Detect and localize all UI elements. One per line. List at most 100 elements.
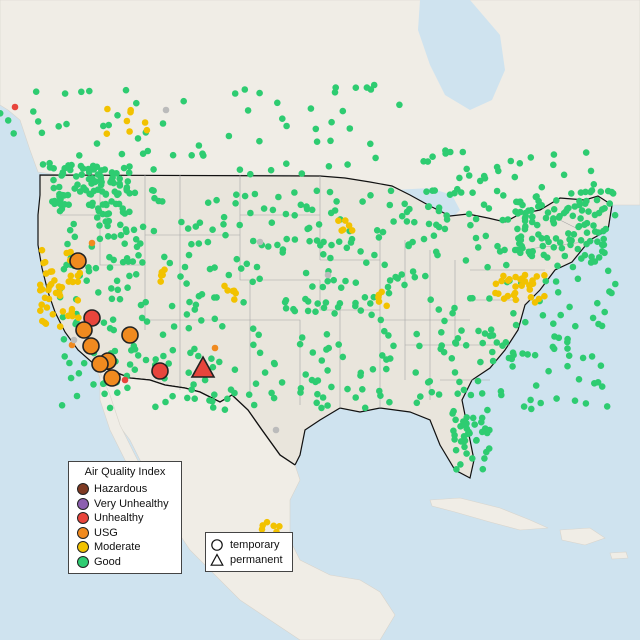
station-dot[interactable]: [302, 371, 310, 378]
station-dot[interactable]: [588, 253, 595, 261]
station-dot[interactable]: [320, 304, 328, 312]
station-dot[interactable]: [512, 283, 519, 290]
station-dot[interactable]: [75, 370, 83, 377]
station-dot[interactable]: [211, 344, 219, 352]
station-dot[interactable]: [134, 135, 142, 142]
station-dot[interactable]: [441, 317, 448, 325]
station-dot[interactable]: [532, 382, 540, 389]
station-dot[interactable]: [253, 263, 261, 271]
station-dot[interactable]: [587, 259, 595, 266]
station-dot[interactable]: [211, 294, 218, 301]
station-dot[interactable]: [524, 351, 531, 358]
station-dot[interactable]: [593, 196, 601, 204]
temporary-monitor-marker[interactable]: [75, 321, 93, 339]
station-dot[interactable]: [361, 294, 369, 301]
station-dot[interactable]: [577, 215, 584, 222]
station-dot[interactable]: [581, 221, 588, 228]
station-dot[interactable]: [114, 286, 122, 294]
station-dot[interactable]: [385, 332, 392, 339]
station-dot[interactable]: [583, 229, 591, 236]
station-dot[interactable]: [91, 178, 98, 186]
station-dot[interactable]: [51, 200, 58, 208]
station-dot[interactable]: [131, 189, 139, 197]
station-dot[interactable]: [493, 339, 501, 346]
station-dot[interactable]: [150, 227, 158, 235]
station-dot[interactable]: [324, 277, 332, 285]
station-dot[interactable]: [85, 165, 92, 173]
station-dot[interactable]: [494, 242, 501, 250]
station-dot[interactable]: [291, 189, 298, 196]
station-dot[interactable]: [595, 229, 602, 236]
station-dot[interactable]: [398, 271, 406, 278]
station-dot[interactable]: [307, 105, 315, 112]
station-dot[interactable]: [170, 323, 178, 330]
station-dot[interactable]: [435, 223, 443, 231]
station-dot[interactable]: [221, 406, 229, 414]
station-dot[interactable]: [188, 240, 195, 248]
station-dot[interactable]: [38, 129, 46, 137]
station-dot[interactable]: [100, 122, 107, 130]
station-dot[interactable]: [489, 348, 496, 356]
station-dot[interactable]: [511, 173, 519, 181]
station-dot[interactable]: [78, 171, 85, 178]
station-dot[interactable]: [196, 219, 204, 226]
station-dot[interactable]: [552, 235, 560, 242]
station-dot[interactable]: [137, 240, 144, 247]
station-dot[interactable]: [39, 161, 47, 168]
station-dot[interactable]: [473, 436, 480, 444]
station-dot[interactable]: [45, 295, 53, 303]
station-dot[interactable]: [204, 199, 212, 206]
station-dot[interactable]: [390, 342, 397, 350]
station-dot[interactable]: [47, 268, 54, 276]
station-dot[interactable]: [177, 273, 184, 280]
station-dot[interactable]: [209, 226, 216, 233]
station-dot[interactable]: [363, 259, 370, 267]
station-dot[interactable]: [65, 278, 73, 285]
station-dot[interactable]: [509, 363, 516, 370]
station-dot[interactable]: [67, 272, 75, 280]
station-dot[interactable]: [51, 277, 58, 284]
station-dot[interactable]: [124, 178, 132, 185]
station-dot[interactable]: [64, 312, 72, 320]
station-dot[interactable]: [195, 240, 203, 247]
station-dot[interactable]: [517, 276, 524, 283]
station-dot[interactable]: [97, 181, 105, 189]
station-dot[interactable]: [249, 325, 257, 333]
station-dot[interactable]: [499, 216, 507, 224]
station-dot[interactable]: [270, 394, 278, 402]
station-dot[interactable]: [90, 187, 98, 195]
station-dot[interactable]: [73, 392, 81, 400]
station-dot[interactable]: [606, 200, 613, 207]
station-dot[interactable]: [237, 265, 245, 272]
station-dot[interactable]: [291, 212, 299, 219]
station-dot[interactable]: [101, 390, 108, 398]
station-dot[interactable]: [278, 379, 286, 386]
station-dot[interactable]: [446, 191, 454, 198]
station-dot[interactable]: [282, 297, 290, 304]
station-dot[interactable]: [451, 304, 458, 312]
station-dot[interactable]: [313, 399, 321, 407]
station-dot[interactable]: [485, 445, 493, 452]
station-dot[interactable]: [216, 358, 223, 366]
station-dot[interactable]: [411, 273, 419, 281]
station-dot[interactable]: [575, 376, 583, 383]
station-dot[interactable]: [211, 391, 218, 399]
station-dot[interactable]: [209, 404, 217, 411]
station-dot[interactable]: [231, 296, 238, 303]
station-dot[interactable]: [579, 354, 587, 362]
station-dot[interactable]: [152, 403, 159, 411]
station-dot[interactable]: [510, 310, 517, 317]
station-dot[interactable]: [550, 151, 558, 158]
station-dot[interactable]: [441, 225, 449, 233]
station-dot[interactable]: [320, 251, 327, 258]
station-dot[interactable]: [313, 237, 321, 244]
station-dot[interactable]: [430, 232, 438, 239]
station-dot[interactable]: [359, 198, 366, 205]
permanent-monitor-marker[interactable]: [190, 355, 216, 378]
station-dot[interactable]: [121, 240, 128, 247]
station-dot[interactable]: [528, 218, 536, 226]
station-dot[interactable]: [528, 206, 535, 214]
station-dot[interactable]: [105, 210, 113, 217]
station-dot[interactable]: [74, 297, 82, 304]
station-dot[interactable]: [327, 209, 335, 217]
